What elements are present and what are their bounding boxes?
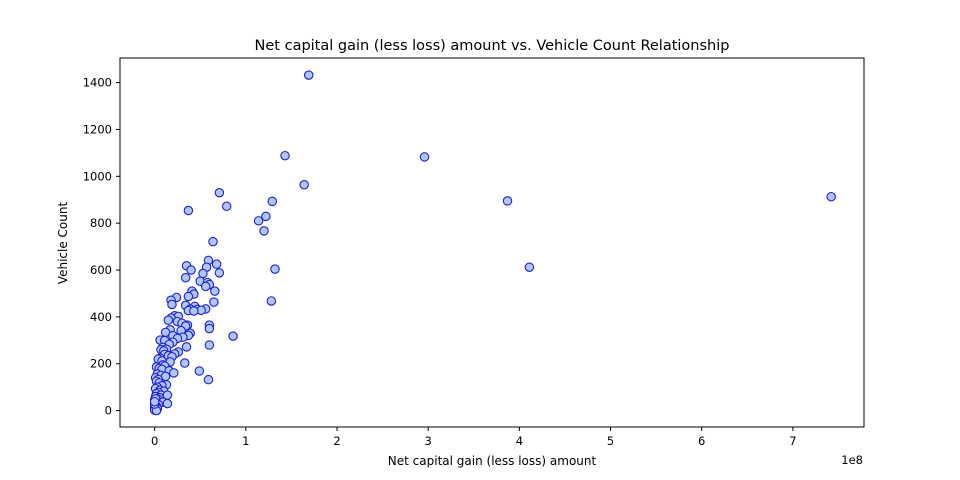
x-axis-ticks: 0 1 2 3 4 5 6 7	[151, 427, 797, 448]
data-point	[181, 342, 192, 352]
y-tick-label: 800	[90, 216, 112, 230]
y-axis-label: Vehicle Count	[56, 202, 70, 285]
data-point	[179, 358, 190, 368]
data-point	[502, 196, 513, 206]
data-point	[267, 196, 278, 207]
x-tick-label: 6	[698, 434, 705, 448]
data-point	[209, 297, 219, 307]
plot-area	[119, 57, 865, 428]
plot-frame	[119, 57, 865, 428]
data-point	[169, 368, 179, 378]
chart-title: Net capital gain (less loss) amount vs. …	[255, 38, 730, 54]
data-points	[149, 70, 836, 416]
data-point	[204, 340, 215, 350]
data-point	[167, 299, 177, 310]
data-point	[524, 262, 535, 272]
data-point	[280, 150, 290, 161]
x-axis-offset-label: 1e8	[841, 453, 863, 467]
x-tick-label: 7	[789, 434, 796, 448]
data-point	[194, 366, 205, 376]
data-point	[200, 281, 211, 292]
data-point	[299, 179, 309, 190]
data-point	[183, 291, 194, 302]
x-tick-label: 3	[425, 434, 432, 448]
data-point	[266, 296, 277, 306]
data-point	[162, 398, 173, 409]
y-tick-label: 0	[105, 404, 112, 418]
data-point	[303, 70, 314, 80]
x-tick-label: 4	[516, 434, 523, 448]
data-point	[419, 152, 430, 162]
data-point	[149, 396, 160, 407]
data-point	[189, 306, 199, 316]
y-tick-label: 400	[90, 310, 112, 324]
data-point	[186, 265, 196, 275]
x-tick-label: 1	[242, 434, 249, 448]
y-tick-label: 600	[90, 263, 112, 277]
data-point	[259, 226, 269, 236]
data-point	[203, 374, 214, 385]
data-point	[211, 259, 222, 269]
y-tick-label: 1000	[83, 169, 112, 183]
data-point	[163, 315, 174, 325]
data-point	[204, 323, 215, 334]
data-point	[826, 191, 836, 202]
y-tick-label: 200	[90, 357, 112, 371]
data-point	[221, 201, 232, 212]
data-point	[270, 264, 280, 274]
x-tick-label: 5	[607, 434, 614, 448]
x-axis-label: Net capital gain (less loss) amount	[388, 454, 597, 468]
data-point	[180, 273, 191, 283]
data-point	[228, 331, 238, 341]
y-axis-ticks: 0 200 400 600 800 1000 1200 1400	[83, 76, 120, 418]
data-point	[253, 216, 264, 226]
data-point	[210, 286, 220, 296]
data-point	[183, 205, 194, 216]
data-point	[214, 268, 225, 278]
y-tick-label: 1200	[83, 122, 112, 136]
data-point	[214, 187, 225, 198]
data-point	[198, 268, 208, 279]
x-tick-label: 0	[151, 434, 158, 448]
data-point	[261, 211, 271, 222]
y-tick-label: 1400	[83, 76, 112, 90]
x-tick-label: 2	[333, 434, 340, 448]
data-point	[208, 236, 218, 247]
